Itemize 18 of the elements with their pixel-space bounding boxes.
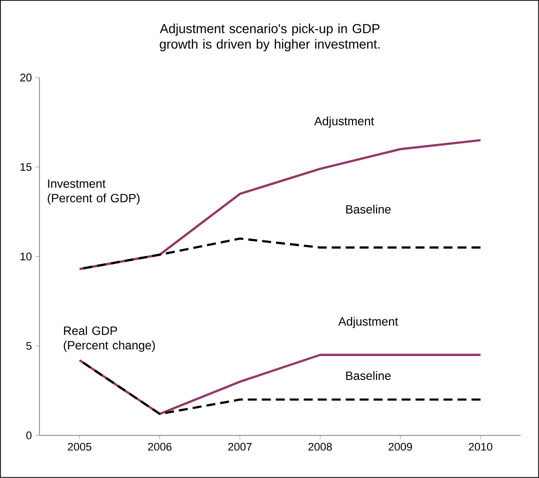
y-tick-label: 15	[20, 163, 32, 171]
y-tick-label: 10	[20, 252, 32, 260]
y-tick-label: 5	[26, 342, 32, 350]
x-tick-label: 2010	[468, 442, 492, 451]
y-tick-label: 20	[20, 74, 32, 82]
annotation: Real GDP (Percent change)	[64, 326, 155, 352]
text: Adjustment	[314, 116, 374, 128]
x-tick-label: 2005	[68, 442, 92, 451]
x-tick-label: 2007	[228, 442, 252, 451]
annotation: Investment (Percent of GDP)	[48, 180, 140, 205]
y-tick-label: 0	[26, 432, 32, 440]
x-tick-label: 2009	[388, 442, 412, 451]
x-tick-label: 2006	[148, 442, 172, 451]
text: Baseline	[346, 204, 391, 214]
text: Adjustment	[338, 316, 398, 328]
chart-title: Adjustment scenario's pick-up in GDP growth is driven by higher investment.	[160, 24, 380, 52]
x-tick-label: 2008	[308, 442, 332, 451]
series-label: Baseline	[346, 371, 391, 380]
